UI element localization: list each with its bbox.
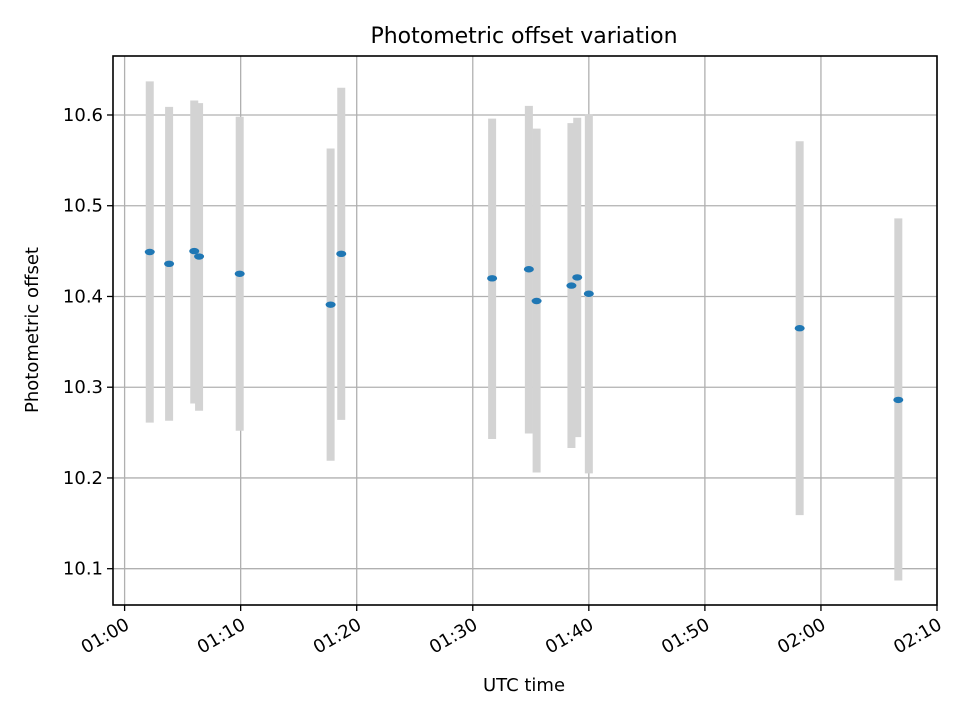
data-point [194,253,205,260]
data-point [325,301,336,308]
y-axis-label: Photometric offset [22,247,43,413]
y-tick-label: 10.3 [63,377,103,398]
y-axis-ticks: 10.1 10.2 10.3 10.4 10.5 10.6 [63,105,113,580]
x-tick-label: 01:00 [78,614,133,658]
x-axis-label: UTC time [483,675,565,696]
y-tick-label: 10.5 [63,196,103,217]
data-point [487,275,498,282]
data-point [566,282,577,289]
x-tick-label: 02:10 [890,614,945,658]
x-tick-label: 01:30 [426,614,481,658]
error-bars [145,81,903,581]
x-tick-label: 01:10 [194,614,249,658]
data-point [336,250,347,258]
data-point [794,325,805,332]
data-point [523,266,534,273]
y-tick-label: 10.1 [63,559,103,580]
data-point [189,247,200,255]
x-axis-ticks: 01:00 01:10 01:20 01:30 01:40 01:50 02:00 02:10 [78,605,946,658]
y-tick-label: 10.4 [63,286,103,307]
data-point [144,248,155,256]
x-tick-label: 01:50 [658,614,713,658]
plot-frame [112,55,938,606]
y-tick-label: 10.6 [63,105,103,126]
data-point [572,274,583,281]
data-point [164,260,175,268]
y-tick-label: 10.2 [63,468,103,489]
x-tick-label: 01:20 [310,614,365,658]
data-point [234,270,245,277]
x-tick-label: 01:40 [542,614,597,658]
data-point [531,297,542,305]
data-points [144,247,904,404]
chart-title: Photometric offset variation [370,24,677,49]
data-point [583,290,594,297]
data-point [893,396,904,404]
x-tick-label: 02:00 [774,614,829,658]
